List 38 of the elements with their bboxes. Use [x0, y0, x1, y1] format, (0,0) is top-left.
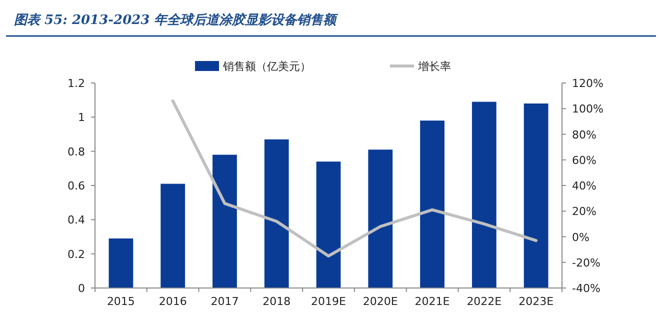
y-tick-label: 1.2: [68, 77, 85, 90]
y2-tick-label: 0%: [572, 230, 590, 244]
y2-tick-label: 80%: [572, 128, 596, 142]
bar: [108, 238, 134, 288]
chart-title: 图表 55: 2013-2023 年全球后道涂胶显影设备销售额: [14, 12, 340, 28]
bar: [316, 162, 341, 288]
x-tick-label: 2023E: [518, 295, 554, 308]
y2-tick-label: -40%: [572, 282, 600, 295]
bar: [420, 120, 444, 288]
y2-tick-label: 120%: [572, 77, 604, 90]
x-tick-label: 2019E: [311, 295, 346, 308]
x-tick-label: 2018: [262, 295, 291, 308]
x-tick-label: 2015: [106, 295, 135, 308]
bar: [212, 154, 237, 288]
y-tick-label: 0.8: [68, 145, 85, 158]
y-tick-label: 0: [78, 282, 85, 295]
x-tick-label: 2017: [210, 295, 239, 308]
y-tick-label: 1: [78, 111, 85, 124]
x-tick-label: 2021E: [414, 295, 450, 308]
y-tick-label: 0.6: [68, 180, 85, 192]
bar: [264, 139, 289, 288]
line-series: [171, 99, 538, 258]
bar: [368, 150, 393, 288]
y2-tick-label: 100%: [572, 102, 604, 116]
y2-tick-label: 40%: [572, 180, 596, 192]
x-tick-label: 2016: [158, 295, 187, 308]
y2-tick-label: 20%: [572, 205, 596, 218]
y2-tick-label: -20%: [572, 256, 600, 270]
bar: [524, 104, 548, 288]
x-tick-label: 2020E: [362, 295, 398, 308]
bar: [472, 102, 496, 288]
legend-label: 增长率: [417, 60, 451, 73]
legend-label: 销售额（亿美元）: [222, 60, 311, 73]
bar: [160, 184, 186, 288]
y-tick-label: 0.4: [68, 214, 85, 227]
x-tick-label: 2022E: [466, 295, 502, 308]
y-tick-label: 0.2: [68, 248, 85, 261]
y2-tick-label: 60%: [572, 154, 596, 167]
